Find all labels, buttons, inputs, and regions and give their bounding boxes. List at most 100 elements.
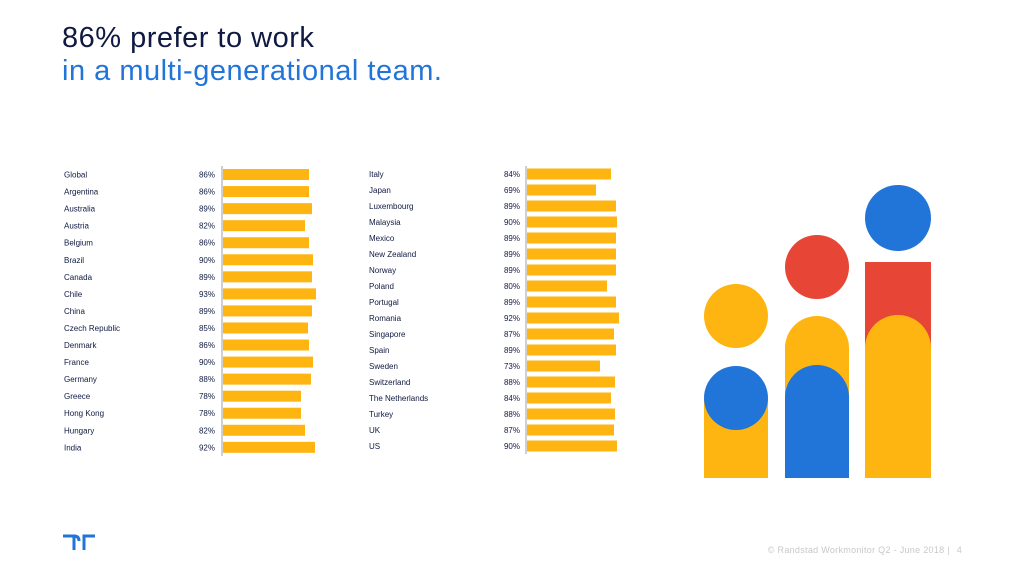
left-value-label: 92% [199, 443, 215, 452]
right-category-label: US [369, 442, 380, 451]
right-value-label: 89% [504, 266, 520, 275]
right-bar [527, 392, 611, 404]
left-category-label: France [64, 358, 89, 367]
left-value-label: 78% [199, 392, 215, 401]
left-bar [223, 305, 312, 317]
right-value-label: 92% [504, 314, 520, 323]
people-illustration [704, 185, 931, 478]
left-bar [223, 271, 312, 283]
right-bar [527, 232, 616, 244]
right-bar [527, 200, 616, 212]
left-value-label: 93% [199, 290, 215, 299]
title-line-1: 86% prefer to work [62, 22, 315, 54]
left-category-label: Hong Kong [64, 409, 104, 418]
title-line-2: in a multi-generational team. [62, 55, 443, 87]
left-bar [223, 390, 301, 402]
right-bar [527, 360, 600, 372]
left-bar [223, 441, 315, 453]
left-category-label: Canada [64, 273, 93, 282]
right-category-label: UK [369, 426, 381, 435]
right-value-label: 84% [504, 394, 520, 403]
page-number: 4 [956, 545, 962, 555]
left-category-label: Hungary [64, 426, 94, 435]
right-category-label: Switzerland [369, 378, 410, 387]
right-category-label: Portugal [369, 298, 399, 307]
right-category-label: Norway [369, 266, 396, 275]
left-category-label: China [64, 307, 85, 316]
left-bar [223, 237, 309, 249]
person-middle-head [785, 235, 849, 299]
right-bar [527, 216, 617, 228]
left-value-label: 90% [199, 256, 215, 265]
left-value-label: 86% [199, 239, 215, 248]
left-category-label: Belgium [64, 239, 93, 248]
right-category-label: Turkey [369, 410, 393, 419]
left-value-label: 86% [199, 341, 215, 350]
left-value-label: 88% [199, 375, 215, 384]
right-value-label: 90% [504, 218, 520, 227]
left-value-label: 90% [199, 358, 215, 367]
right-value-label: 80% [504, 282, 520, 291]
right-bar [527, 408, 615, 420]
right-value-label: 89% [504, 202, 520, 211]
right-category-label: Japan [369, 186, 391, 195]
chart-left-group: Global 86% Argentina 86% Australia 89% Austria… [64, 166, 316, 456]
left-value-label: 89% [199, 273, 215, 282]
right-bar [527, 344, 616, 356]
left-value-label: 89% [199, 205, 215, 214]
left-category-label: Czech Republic [64, 324, 120, 333]
left-category-label: Germany [64, 375, 97, 384]
right-bar [527, 376, 615, 388]
left-value-label: 78% [199, 409, 215, 418]
left-category-label: Global [64, 171, 87, 180]
chart-right-group: Italy 84% Japan 69% Luxembourg 89% Malaysia 90%… [369, 166, 619, 454]
right-bar [527, 168, 611, 180]
right-category-label: Malaysia [369, 218, 401, 227]
right-category-label: New Zealand [369, 250, 416, 259]
right-category-label: Sweden [369, 362, 398, 371]
left-value-label: 82% [199, 222, 215, 231]
left-bar [223, 254, 313, 266]
right-bar [527, 264, 616, 276]
left-value-label: 85% [199, 324, 215, 333]
person-left-body-blue [704, 366, 768, 430]
right-category-label: The Netherlands [369, 394, 428, 403]
right-value-label: 89% [504, 346, 520, 355]
left-category-label: Australia [64, 205, 96, 214]
footer-copyright: © Randstad Workmonitor Q2 - June 2018 | [767, 545, 950, 555]
person-left-head [704, 284, 768, 348]
right-bar [527, 312, 619, 324]
right-category-label: Singapore [369, 330, 406, 339]
left-category-label: Denmark [64, 341, 97, 350]
right-value-label: 84% [504, 170, 520, 179]
left-category-label: India [64, 443, 82, 452]
right-category-label: Poland [369, 282, 394, 291]
left-category-label: Chile [64, 290, 83, 299]
right-category-label: Italy [369, 170, 384, 179]
right-bar [527, 424, 614, 436]
left-bar [223, 288, 316, 300]
person-middle-body-blue [785, 365, 849, 478]
left-bar [223, 203, 312, 215]
footer: © Randstad Workmonitor Q2 - June 2018 | … [764, 545, 962, 555]
person-right-body-yellow [865, 315, 931, 478]
left-bar [223, 169, 309, 181]
right-category-label: Luxembourg [369, 202, 413, 211]
left-bar [223, 424, 305, 436]
right-bar [527, 296, 616, 308]
left-bar [223, 356, 313, 368]
right-bar [527, 248, 616, 260]
right-value-label: 89% [504, 250, 520, 259]
left-bar [223, 373, 311, 385]
right-bar [527, 280, 607, 292]
right-bar [527, 184, 596, 196]
left-category-label: Austria [64, 222, 89, 231]
right-bar [527, 440, 617, 452]
right-category-label: Spain [369, 346, 389, 355]
left-bar [223, 220, 305, 232]
right-value-label: 89% [504, 298, 520, 307]
right-category-label: Mexico [369, 234, 395, 243]
left-bar [223, 339, 309, 351]
left-value-label: 82% [199, 426, 215, 435]
